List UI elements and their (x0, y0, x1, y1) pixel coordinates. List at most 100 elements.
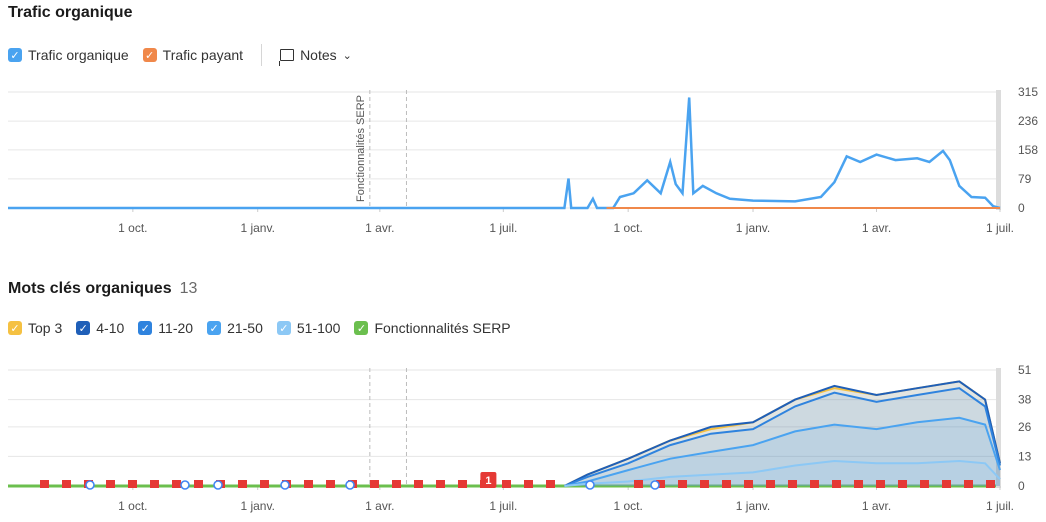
legend-label: Top 3 (28, 320, 63, 336)
legend-paid-traffic[interactable]: ✓ Trafic payant (142, 47, 244, 63)
x-tick-label: 1 janv. (240, 221, 274, 235)
x-tick-label: 1 oct. (613, 499, 642, 513)
legend-organic-traffic[interactable]: ✓ Trafic organique (8, 47, 129, 63)
legend-label: Trafic organique (28, 47, 129, 63)
google-marker-icon (213, 480, 223, 490)
x-tick-label: 1 janv. (736, 221, 770, 235)
x-tick-label: 1 avr. (365, 221, 394, 235)
chevron-down-icon: ⌄ (342, 49, 352, 62)
y-tick-label: 0 (1018, 479, 1025, 493)
keywords-chart[interactable]: 0 13 26 38 51 1 oct. 1 janv. 1 avr. 1 juil. 1 oct… (0, 358, 1046, 518)
legend-21-50[interactable]: ✓ 21-50 (207, 320, 263, 336)
serp-flag-marker (744, 480, 753, 488)
legend-label: 4-10 (96, 320, 125, 336)
serp-flag-marker (458, 480, 467, 488)
scrollbar (996, 368, 1001, 488)
google-marker-icon (585, 480, 595, 490)
serp-flag-marker (40, 480, 49, 488)
x-tick-label: 1 janv. (240, 499, 274, 513)
serp-flag-marker (172, 480, 181, 488)
serp-flag-marker (546, 480, 555, 488)
checkbox-icon: ✓ (207, 321, 222, 335)
serp-flag-marker (62, 480, 71, 488)
serp-flag-marker (920, 480, 929, 488)
legend-serp-features[interactable]: ✓ Fonctionnalités SERP (354, 320, 511, 336)
series-area (564, 388, 1000, 486)
legend-label: 11-20 (158, 320, 194, 336)
x-tick-label: 1 oct. (613, 221, 642, 235)
legend-top3[interactable]: ✓ Top 3 (8, 320, 62, 336)
serp-flag-marker (392, 480, 401, 488)
scrollbar (996, 90, 1001, 210)
x-tick-label: 1 avr. (365, 499, 394, 513)
serp-flag-marker (106, 480, 115, 488)
legend-51-100[interactable]: ✓ 51-100 (276, 320, 340, 336)
checkbox-icon: ✓ (8, 48, 22, 62)
legend-label: Trafic payant (162, 47, 244, 63)
legend-4-10[interactable]: ✓ 4-10 (76, 320, 124, 336)
serp-flag-marker (766, 480, 775, 488)
y-tick-label: 51 (1018, 363, 1032, 377)
y-tick-label: 38 (1018, 393, 1032, 407)
google-marker-icon (85, 480, 95, 490)
y-tick-label: 79 (1018, 172, 1032, 186)
comment-icon (279, 49, 295, 66)
serp-flag-marker (414, 480, 423, 488)
checkbox-icon: ✓ (354, 321, 369, 335)
serp-flag-marker (678, 480, 687, 488)
serp-flag-marker (876, 480, 885, 488)
keywords-count: 13 (179, 280, 198, 297)
x-tick-label: 1 oct. (118, 499, 147, 513)
serp-flag-marker (810, 480, 819, 488)
x-tick-label: 1 juil. (489, 221, 517, 235)
checkbox-icon: ✓ (276, 321, 291, 335)
serp-flag-marker (238, 480, 247, 488)
series-line (564, 416, 1001, 487)
serp-flag-marker (656, 480, 665, 488)
legend-11-20[interactable]: ✓ 11-20 (138, 320, 193, 336)
series-area (564, 381, 1000, 486)
serp-flag-marker (502, 480, 511, 488)
series-line (564, 387, 1001, 487)
traffic-legend: ✓ Trafic organique ✓ Trafic payant Notes… (8, 44, 352, 66)
serp-flag-marker (722, 480, 731, 488)
y-tick-label: 236 (1018, 114, 1038, 128)
y-tick-label: 158 (1018, 143, 1038, 157)
serp-flag-marker (304, 480, 313, 488)
x-tick-label: 1 avr. (862, 499, 891, 513)
y-tick-label: 26 (1018, 420, 1032, 434)
y-tick-label: 315 (1018, 85, 1038, 99)
y-tick-label: 13 (1018, 449, 1032, 463)
serp-flag-marker (128, 480, 137, 488)
serp-flag-marker (634, 480, 643, 488)
serp-flag-marker (436, 480, 445, 488)
note-badge-label: 1 (485, 475, 491, 487)
keywords-title: Mots clés organiques (8, 280, 172, 297)
serp-flag-marker (898, 480, 907, 488)
serp-flag-marker (370, 480, 379, 488)
series-area (564, 381, 1000, 486)
checkbox-icon: ✓ (8, 321, 22, 335)
traffic-chart[interactable]: 0 79 158 236 315 1 oct. 1 janv. 1 avr. 1 juil. 1 … (0, 80, 1046, 240)
x-tick-label: 1 avr. (862, 221, 891, 235)
serp-flag-marker (788, 480, 797, 488)
serp-flag-marker (942, 480, 951, 488)
keywords-legend: ✓ Top 3 ✓ 4-10 ✓ 11-20 ✓ 21-50 ✓ 51-100 … (8, 320, 511, 336)
checkbox-icon: ✓ (138, 321, 153, 335)
serp-flag-marker (150, 480, 159, 488)
x-tick-label: 1 oct. (118, 221, 147, 235)
series-line-organic (8, 97, 1001, 210)
legend-label: Fonctionnalités SERP (374, 320, 511, 336)
series-line (563, 380, 1001, 487)
checkbox-icon: ✓ (142, 48, 157, 62)
serp-flag-marker (326, 480, 335, 488)
x-tick-label: 1 juil. (986, 499, 1014, 513)
notes-dropdown-button[interactable]: Notes ⌄ (279, 47, 352, 66)
serp-flag-marker (986, 480, 995, 488)
traffic-section-title: Trafic organique (8, 4, 133, 21)
serp-flag-marker (700, 480, 709, 488)
legend-label: 21-50 (227, 320, 263, 336)
y-tick-label: 0 (1018, 201, 1025, 215)
note-badge (480, 472, 497, 488)
serp-flag-marker (832, 480, 841, 488)
